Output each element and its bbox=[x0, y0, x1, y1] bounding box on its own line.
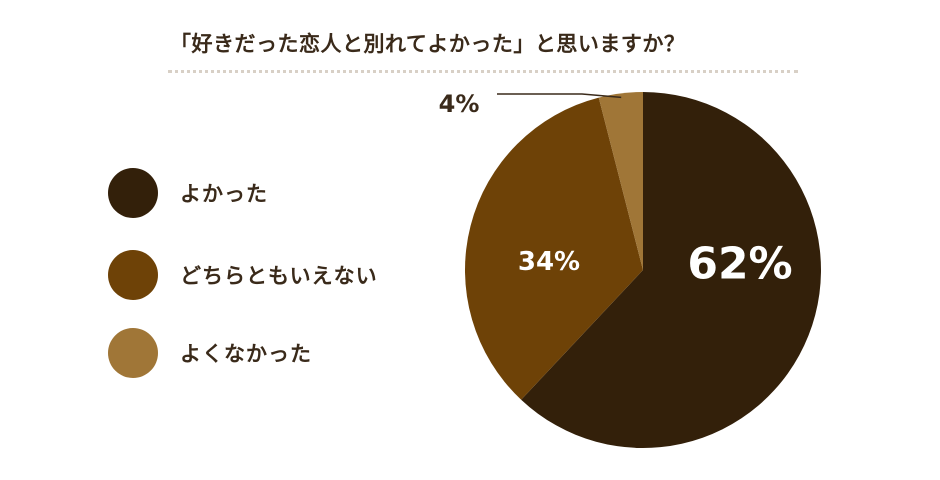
slice-label-dochira: 34% bbox=[518, 247, 580, 277]
legend-swatch-yokunakatta bbox=[108, 328, 158, 378]
legend-item-yokunakatta: よくなかった bbox=[108, 328, 312, 378]
legend-label-yokatta: よかった bbox=[180, 182, 268, 206]
pie-slice-yokunakatta bbox=[598, 92, 643, 270]
leader-line-yokunakatta bbox=[497, 93, 622, 99]
legend-label-dochira: どちらともいえない bbox=[180, 264, 378, 288]
slice-label-yokunakatta: 4% bbox=[439, 90, 480, 118]
legend-swatch-dochira bbox=[108, 250, 158, 300]
title-divider bbox=[168, 70, 798, 73]
legend-label-yokunakatta: よくなかった bbox=[180, 342, 312, 366]
pie-slice-yokatta bbox=[521, 92, 821, 449]
pie-slice-dochira bbox=[464, 97, 643, 400]
legend-swatch-yokatta bbox=[108, 168, 158, 218]
slice-label-yokatta: 62% bbox=[687, 239, 792, 290]
chart-title: 「好きだった恋人と別れてよかった」と思いますか？ bbox=[170, 32, 686, 56]
legend-item-yokatta: よかった bbox=[108, 168, 268, 218]
legend-item-dochira: どちらともいえない bbox=[108, 250, 378, 300]
